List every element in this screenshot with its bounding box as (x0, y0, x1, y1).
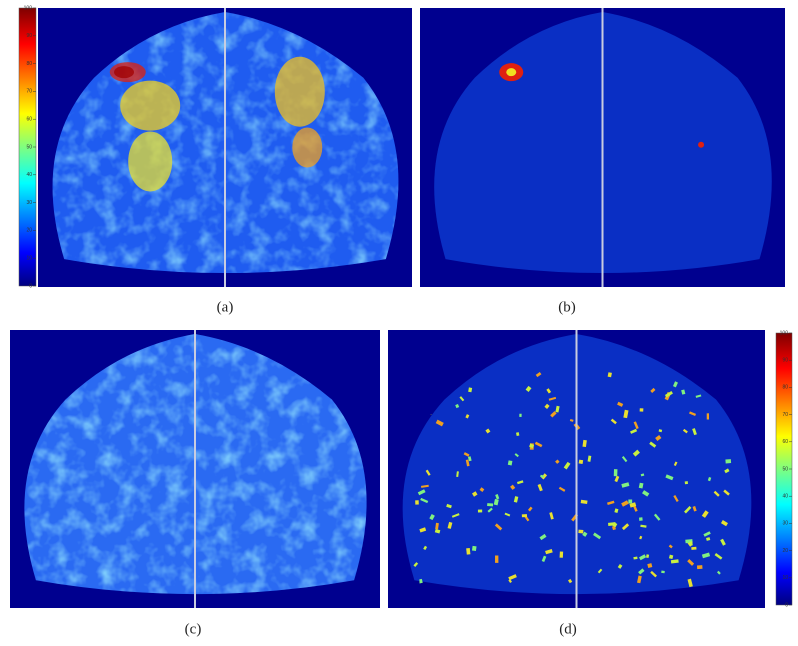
spot (689, 541, 693, 545)
spot (725, 459, 731, 463)
spot (661, 571, 665, 574)
lesion (698, 142, 704, 148)
spot (578, 530, 583, 534)
panel (10, 330, 380, 608)
spot (415, 500, 419, 504)
hot-region (292, 128, 322, 168)
colorbar-tick-label: 20 (26, 228, 32, 234)
spot (614, 469, 618, 476)
panel-label: (c) (185, 621, 202, 637)
colorbar-tick-label: 90 (26, 33, 32, 39)
panel (388, 330, 765, 608)
panel (420, 8, 785, 287)
colorbar-tick-label: 30 (26, 200, 32, 206)
spot (640, 408, 644, 411)
spot (560, 551, 564, 557)
colorbar-tick-label: 70 (26, 89, 32, 95)
panel-label: (b) (558, 299, 576, 315)
colorbar-tick-label: 60 (782, 439, 788, 445)
colorbar-tick-label: 40 (26, 172, 32, 178)
colorbar-tick-label: 80 (782, 385, 788, 391)
spot (508, 460, 513, 465)
spot (522, 514, 527, 517)
colorbar-tick-label: 100 (24, 5, 33, 11)
spot (495, 555, 498, 562)
colorbar-tick-label: 40 (782, 494, 788, 500)
spot (628, 499, 632, 503)
panel-label: (d) (559, 621, 577, 637)
colorbar-tick-label: 20 (782, 548, 788, 554)
colorbar-tick-label: 10 (782, 575, 788, 581)
colorbar-tick-label: 60 (26, 117, 32, 123)
hot-region (128, 131, 172, 191)
figure: (a) (b) (c) (d) 0 10 20 30 40 50 60 70 80 90 100 0 10 20 3… (0, 0, 798, 646)
colorbar-tick-label: 80 (26, 61, 32, 67)
panel-label: (a) (217, 299, 234, 315)
colorbar-tick-label: 90 (782, 358, 788, 364)
spot (478, 510, 482, 513)
panels: (a) (b) (c) (d) 0 10 20 30 40 50 60 70 80 90 100 0 10 20 3… (10, 5, 792, 637)
spot (639, 517, 643, 521)
colorbar-tick-label: 30 (782, 521, 788, 527)
spot (691, 547, 696, 550)
spot (487, 503, 493, 506)
colorbar-tick-label: 0 (785, 602, 788, 608)
colorbar-tick-label: 50 (26, 144, 32, 150)
hot-region (114, 66, 134, 78)
spot (685, 481, 688, 484)
hot-region (120, 81, 180, 131)
spot (707, 413, 709, 419)
spot (472, 546, 477, 551)
spot (579, 460, 584, 464)
spot (466, 548, 470, 555)
colorbar-tick-label: 10 (26, 256, 32, 262)
spot (519, 414, 521, 417)
lesion-core (506, 68, 516, 76)
colorbar-tick-label: 100 (780, 330, 789, 336)
colorbar-tick-label: 50 (782, 466, 788, 472)
colorbar-tick-label: 70 (782, 412, 788, 418)
hot-region (275, 57, 325, 127)
panel (38, 8, 412, 287)
colorbar-tick-label: 0 (29, 283, 32, 289)
spot (697, 565, 703, 569)
